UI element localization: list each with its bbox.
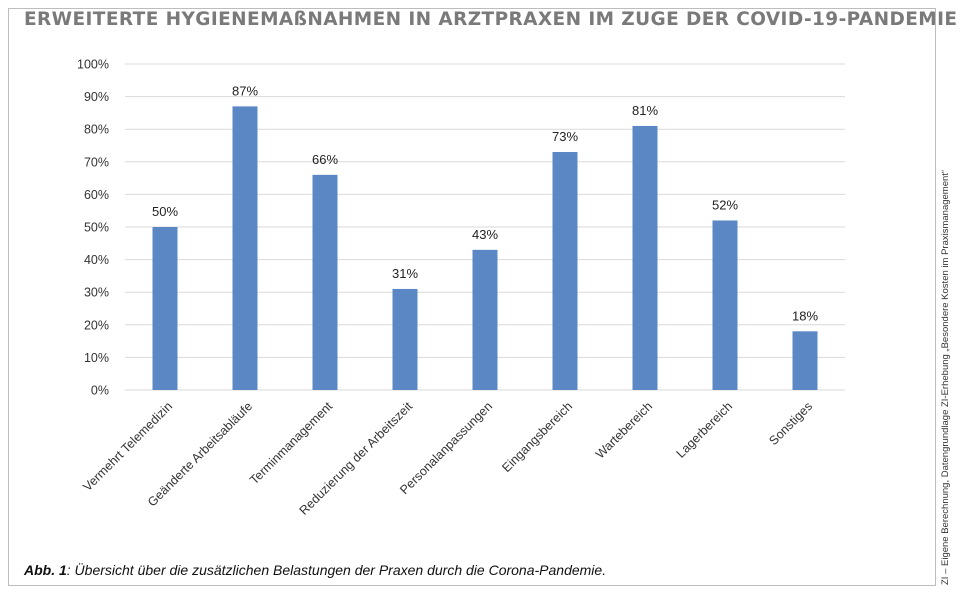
data-label: 50%	[152, 204, 178, 219]
bars	[152, 106, 818, 390]
bar	[232, 106, 258, 390]
caption-text: : Übersicht über die zusätzlichen Belast…	[66, 562, 607, 578]
bar	[312, 174, 338, 390]
y-tick-label: 70%	[84, 155, 109, 169]
x-tick-label: Eingangsbereich	[499, 399, 575, 475]
data-label: 52%	[712, 197, 738, 212]
y-tick-label: 10%	[84, 351, 109, 365]
bar	[792, 331, 818, 390]
y-tick-label: 50%	[84, 221, 109, 235]
chart-title: ERWEITERTE HYGIENEMAßNAHMEN IN ARZTPRAXE…	[24, 9, 958, 30]
bar	[712, 220, 738, 390]
data-label: 18%	[792, 308, 818, 323]
y-tick-label: 0%	[91, 384, 109, 398]
y-axis-ticks: 0% 10% 20% 30% 40% 50% 60% 70% 80% 90% 100%	[77, 58, 109, 398]
source-note: ZI – Eigene Berechnung, Datengrundlage Z…	[940, 169, 951, 585]
data-label: 66%	[312, 152, 338, 167]
y-tick-label: 80%	[84, 123, 109, 137]
bar	[152, 227, 178, 390]
bar	[392, 288, 418, 390]
figure-caption: Abb. 1: Übersicht über die zusätzlichen …	[24, 562, 606, 578]
x-tick-label: Vermehrt Telemedizin	[80, 399, 175, 494]
y-tick-label: 40%	[84, 253, 109, 267]
y-tick-label: 60%	[84, 188, 109, 202]
data-label: 73%	[552, 129, 578, 144]
data-label: 43%	[472, 227, 498, 242]
bar	[552, 152, 578, 390]
data-label: 81%	[632, 103, 658, 118]
y-tick-label: 30%	[84, 286, 109, 300]
data-label: 31%	[392, 266, 418, 281]
x-tick-label: Terminmanagement	[247, 399, 335, 487]
x-tick-label: Personalanpassungen	[397, 399, 495, 497]
x-tick-label: Wartebereich	[593, 399, 655, 461]
x-tick-label: Sonstiges	[766, 399, 815, 448]
y-tick-label: 100%	[77, 58, 109, 72]
bar	[632, 125, 658, 390]
caption-lead: Abb. 1	[24, 562, 67, 578]
y-tick-label: 90%	[84, 90, 109, 104]
data-label: 87%	[232, 83, 258, 98]
y-tick-label: 20%	[84, 318, 109, 332]
x-tick-label: Lagerbereich	[674, 399, 736, 461]
data-labels: 50% 87% 66% 31% 43% 73% 81% 52% 18%	[152, 83, 818, 323]
bar	[472, 249, 498, 390]
